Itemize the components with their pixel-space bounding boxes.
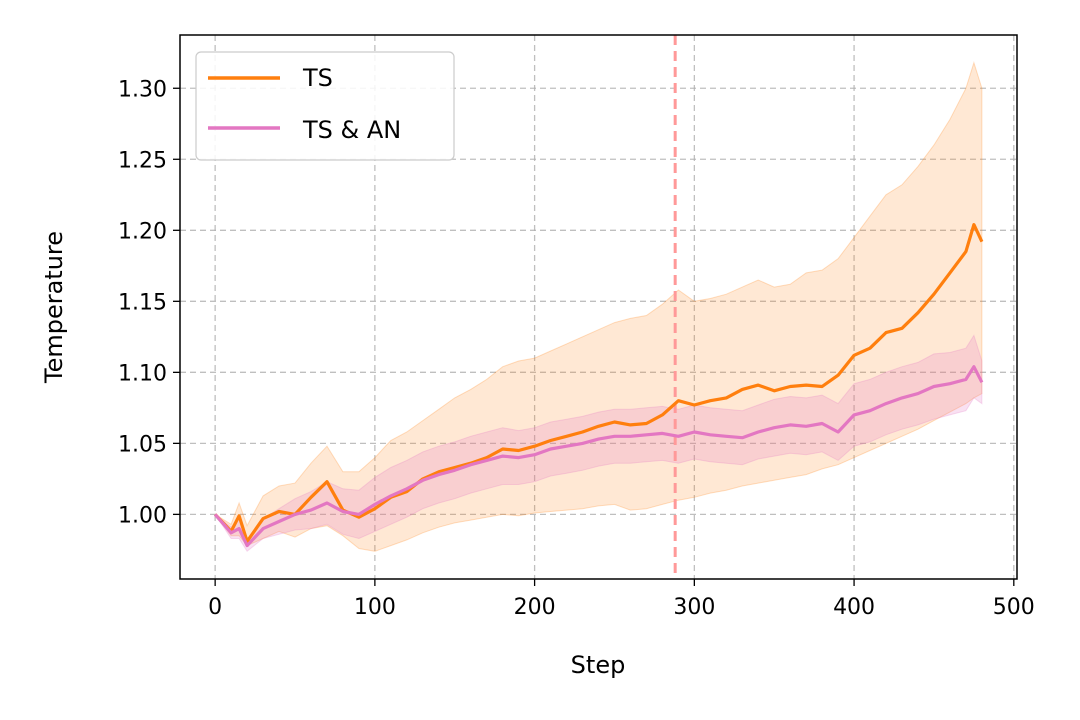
x-axis-label: Step: [571, 651, 626, 679]
x-tick-label: 500: [993, 595, 1035, 620]
y-tick-label: 1.00: [118, 503, 167, 528]
x-tick-label: 300: [673, 595, 715, 620]
legend: TS TS & AN: [195, 51, 455, 161]
x-tick-label: 400: [833, 595, 875, 620]
y-tick-label: 1.30: [118, 77, 167, 102]
y-tick-label: 1.25: [118, 148, 167, 173]
y-tick-label: 1.20: [118, 219, 167, 244]
y-axis: 1.00 1.05 1.10 1.15 1.20 1.25 1.30: [118, 77, 180, 528]
x-axis: 0 100 200 300 400 500: [208, 579, 1035, 620]
y-axis-label: Temperature: [40, 231, 68, 384]
legend-label-ts-an: TS & AN: [302, 116, 401, 144]
y-tick-label: 1.05: [118, 432, 167, 457]
series-line-ts: [213, 223, 984, 544]
y-tick-label: 1.10: [118, 361, 167, 386]
x-tick-label: 200: [514, 595, 556, 620]
y-tick-label: 1.15: [118, 290, 167, 315]
x-tick-label: 0: [208, 595, 222, 620]
legend-label-ts: TS: [302, 64, 333, 92]
x-tick-label: 100: [354, 595, 396, 620]
series-lines: [213, 223, 984, 548]
plot-frame: [179, 34, 1018, 580]
